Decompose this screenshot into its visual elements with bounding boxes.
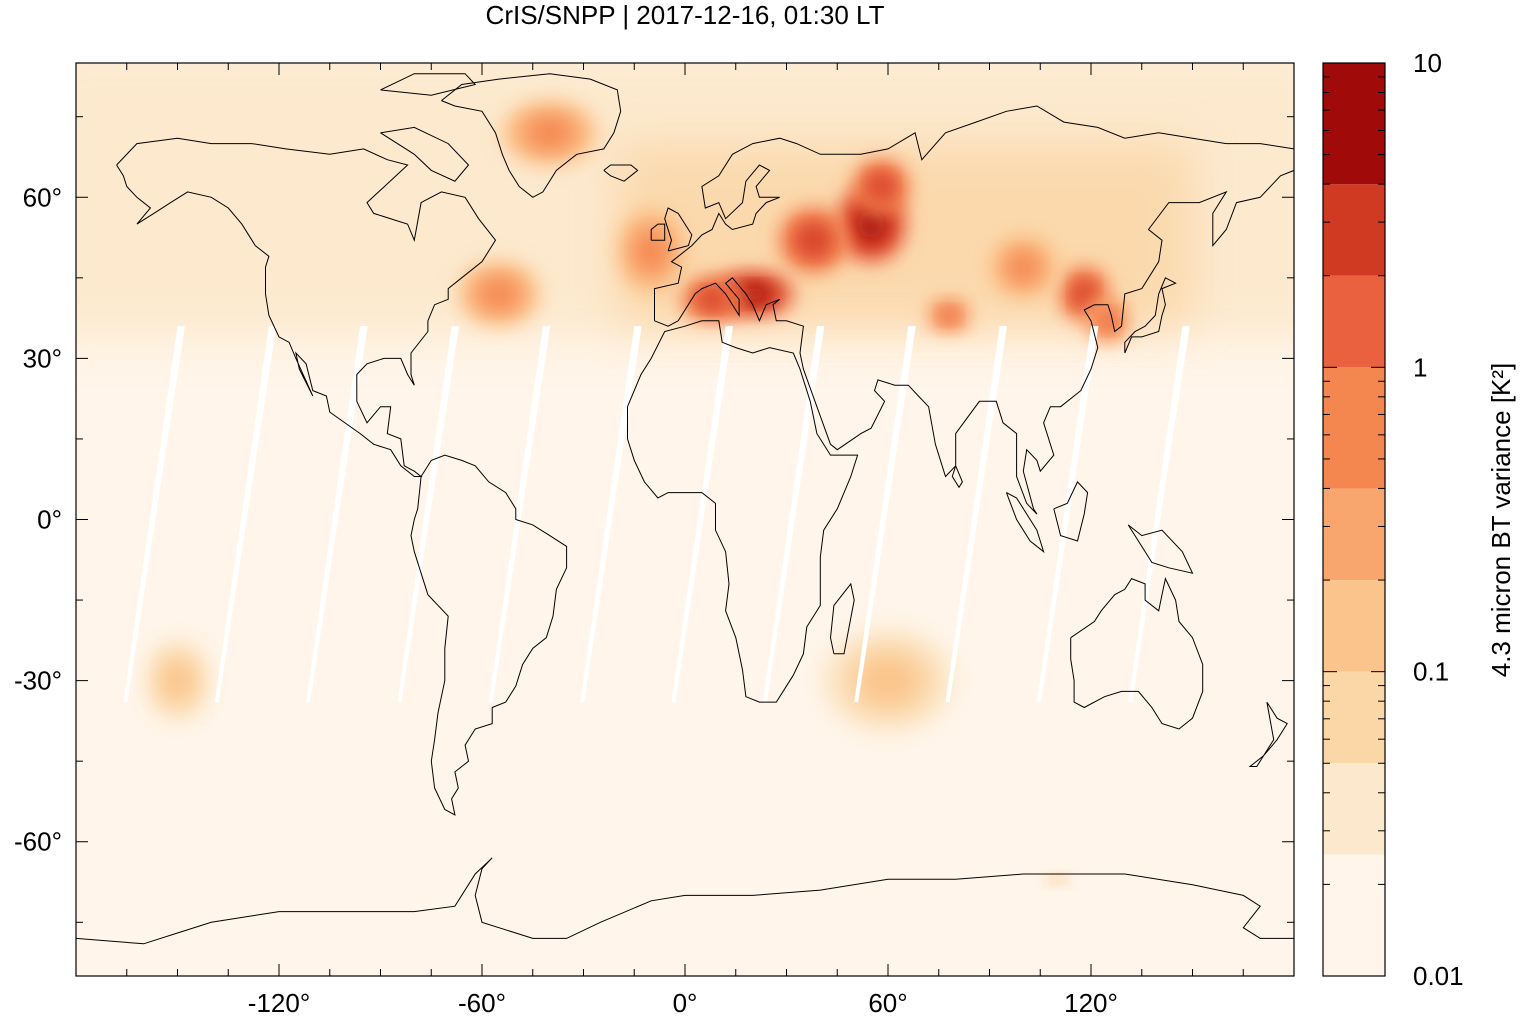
coastline-north-america [116,137,497,477]
coastline-africa [627,320,859,703]
variance-hotspot [1053,877,1062,882]
variance-hotspot [1074,283,1094,305]
lat-tick-label: 60° [23,182,62,212]
lat-tick-label: -60° [14,827,62,857]
coastline-baffin [380,126,470,182]
colorbar-bin [1323,367,1385,489]
variance-hotspot [1009,254,1037,280]
swath-gap [762,326,825,703]
colorbar-tick-label: 1 [1413,352,1427,382]
coastline-greenland [441,73,622,198]
coastline-britain [664,207,693,252]
variance-hotspot [860,659,916,703]
lat-tick-label: 0° [37,505,62,535]
colorbar: 10 1 0.1 0.01 4.3 micron BT variance [K²] [1322,48,1516,991]
coastline-new-zealand [1248,701,1288,767]
colorbar-label: 4.3 micron BT variance [K²] [1486,363,1516,678]
coastline-ireland [650,223,666,241]
variance-hotspot [857,209,885,240]
variance-hotspot [163,663,192,698]
swath-gap [123,326,185,703]
colorbar-bin [1323,184,1385,276]
swath-gaps [123,326,1190,703]
map-plot-area: -120° -60° 0° 60° 120° 60° 30° 0° -30° -60° [14,62,1295,1018]
coastlines [76,73,1294,945]
lat-tick-label: -30° [14,666,62,696]
coastline-south-america [410,454,568,816]
variance-hotspot [637,233,665,269]
coastline-madagascar [829,582,855,655]
colorbar-bins [1323,63,1385,976]
colorbar-frame [1322,62,1386,977]
swath-gap [214,326,277,703]
swath-gap [1036,326,1099,703]
variance-hotspot [482,281,516,307]
colorbar-bin [1323,488,1385,581]
coastline-borneo [1053,481,1089,542]
colorbar-bin [1323,580,1385,672]
variance-hotspot [699,290,725,308]
swath-gap [580,326,642,703]
colorbar-tick-label: 10 [1413,48,1442,78]
lon-tick-label: -60° [458,988,506,1018]
coastline-sri-lanka [951,465,963,489]
coastline-japan [1124,277,1177,354]
lon-tick-label: 120° [1064,988,1118,1018]
colorbar-tick-label: 0.01 [1413,961,1464,991]
coastline-eurasia [654,105,1294,515]
variance-hotspot [940,308,958,322]
swath-gap [488,326,551,703]
lon-tick-label: -120° [248,988,310,1018]
swath-gap [306,326,368,703]
coastline-sumatra [1005,492,1045,554]
coastline-antarctica [76,857,1294,945]
coastline-australia [1070,577,1204,730]
map-ticks: -120° -60° 0° 60° 120° 60° 30° 0° -30° -60° [14,63,1294,1018]
colorbar-bin [1323,671,1385,764]
colorbar-ticks: 10 1 0.1 0.01 [1323,48,1464,991]
swath-gap [397,326,459,703]
variance-hotspot [800,227,828,254]
variance-heatmap [76,63,1294,885]
swath-gap [671,326,734,703]
variance-hotspot [530,119,569,146]
colorbar-bin [1323,854,1385,976]
lon-tick-label: 60° [868,988,907,1018]
swath-gap [854,326,916,703]
swath-gap [945,326,1008,703]
chart-title: CrIS/SNPP | 2017-12-16, 01:30 LT [486,0,885,30]
colorbar-bin [1323,63,1385,185]
variance-hotspot [736,285,769,303]
coastline-new-guinea [1127,524,1194,574]
lat-tick-label: 30° [23,343,62,373]
colorbar-bin [1323,763,1385,855]
lon-tick-label: 0° [673,988,698,1018]
colorbar-bin [1323,275,1385,368]
coastline-iceland [603,164,639,182]
coastline-ellesmere [380,73,477,96]
colorbar-tick-label: 0.1 [1413,657,1449,687]
variance-hotspot [870,175,893,198]
swath-gap [1128,326,1190,703]
